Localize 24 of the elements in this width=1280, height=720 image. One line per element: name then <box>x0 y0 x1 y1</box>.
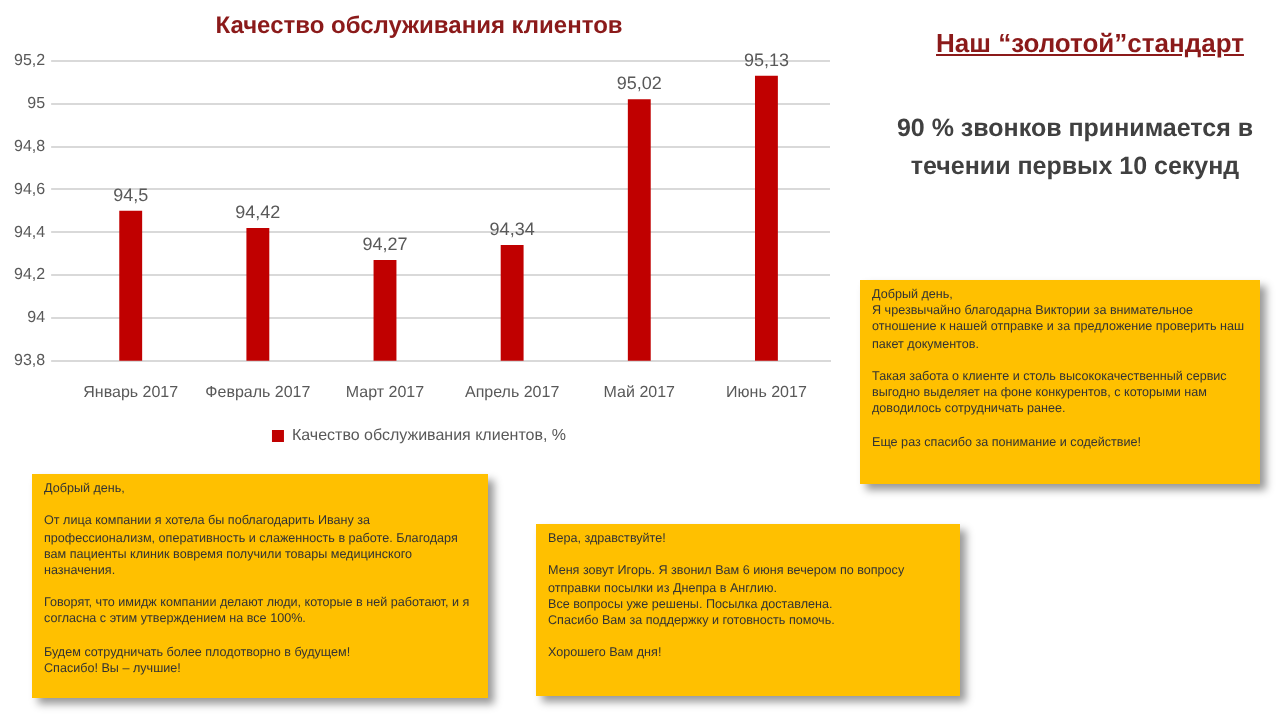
y-tick-label: 94,8 <box>13 136 47 155</box>
data-label: 94,5 <box>113 184 149 205</box>
data-label: 94,27 <box>362 234 408 255</box>
x-tick-label: Апрель 2017 <box>464 382 561 401</box>
text: 90 % звонков принимается в течении первых 10 секунд <box>894 112 1256 184</box>
y-tick-label: 93,8 <box>13 351 47 370</box>
data-label: 95,02 <box>616 73 662 94</box>
y-tick-label: 94 <box>27 308 47 327</box>
x-tick-label: Июнь 2017 <box>726 382 808 401</box>
data-label: 94,34 <box>489 219 535 240</box>
text: Наш “золотой”стандарт <box>934 28 1246 58</box>
legend-label: Качество обслуживания клиентов, % <box>291 426 567 445</box>
y-tick-label: 94,6 <box>13 179 47 198</box>
y-tick-label: 95 <box>27 94 47 113</box>
y-tick-label: 94,4 <box>13 222 47 241</box>
x-tick-label: Январь 2017 <box>83 382 180 401</box>
data-label: 95,13 <box>743 49 789 70</box>
x-tick-label: Март 2017 <box>345 382 426 401</box>
y-tick-label: 94,2 <box>13 265 47 284</box>
x-tick-label: Май 2017 <box>603 382 677 401</box>
y-tick-label: 95,2 <box>13 51 47 70</box>
x-tick-label: Февраль 2017 <box>205 382 312 401</box>
chart-title: Качество обслуживания клиентов <box>215 11 623 40</box>
data-label: 94,42 <box>235 201 281 222</box>
